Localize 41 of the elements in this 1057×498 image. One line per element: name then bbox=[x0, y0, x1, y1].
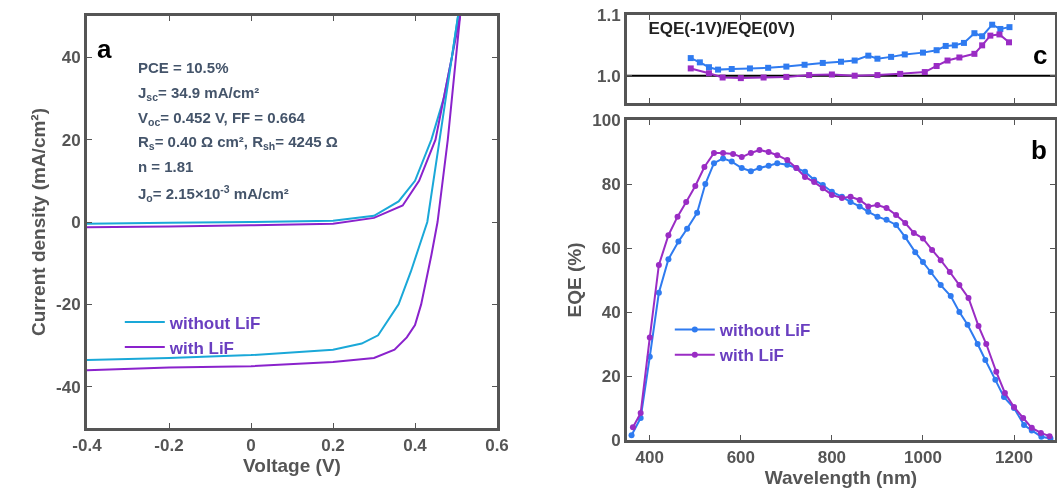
x-tick-label: -0.4 bbox=[72, 436, 103, 456]
legend-label: without LiF bbox=[718, 321, 811, 341]
y-tick-label: 1.1 bbox=[596, 5, 621, 25]
legend-label: with LiF bbox=[168, 338, 235, 358]
y-tick-label: 40 bbox=[601, 302, 621, 322]
x-axis-title: Wavelength (nm) bbox=[764, 467, 918, 489]
y-axis-title: Current density (mA/cm²) bbox=[27, 107, 49, 337]
annotation: n = 1.81 bbox=[138, 158, 194, 175]
x-tick-label: 400 bbox=[635, 448, 664, 468]
y-tick-label: -40 bbox=[56, 377, 81, 397]
annotation: c bbox=[1033, 40, 1048, 70]
x-tick-label: 0.6 bbox=[485, 436, 509, 456]
annotation: a bbox=[97, 34, 112, 64]
y-tick-label: 40 bbox=[61, 48, 81, 68]
y-tick-label: 0 bbox=[71, 212, 81, 232]
annotation: V$_{oc}$= 0.452 V, FF = 0.664 bbox=[138, 109, 306, 129]
annotation: J$_{sc}$= 34.9 mA/cm² bbox=[138, 84, 260, 104]
chart-title: EQE(-1V)/EQE(0V) bbox=[648, 18, 795, 38]
x-tick-label: 600 bbox=[726, 448, 756, 468]
x-tick-label: 0 bbox=[246, 436, 256, 456]
y-tick-label: 60 bbox=[601, 238, 621, 258]
annotation: PCE = 10.5% bbox=[138, 59, 229, 76]
y-tick-label: 20 bbox=[601, 366, 621, 386]
y-tick-label: 100 bbox=[592, 110, 621, 130]
x-tick-label: 0.4 bbox=[403, 436, 428, 456]
y-tick-label: 1.0 bbox=[596, 66, 621, 86]
x-tick-label: -0.2 bbox=[154, 436, 184, 456]
x-tick-label: 0.2 bbox=[321, 436, 345, 456]
x-tick-label: 800 bbox=[817, 448, 847, 468]
y-axis-title: EQE (%) bbox=[564, 242, 586, 318]
legend-label: without LiF bbox=[168, 313, 261, 333]
x-tick-label: 1200 bbox=[995, 448, 1033, 468]
y-tick-label: 20 bbox=[61, 130, 81, 150]
y-tick-label: 80 bbox=[601, 174, 621, 194]
annotation: b bbox=[1031, 135, 1047, 165]
annotation: J$_{o}$= 2.15×10$^{-3}$ mA/cm² bbox=[138, 183, 289, 205]
y-tick-label: -20 bbox=[56, 295, 81, 315]
annotation: R$_{s}$= 0.40 Ω cm², R$_{sh}$= 4245 Ω bbox=[138, 133, 338, 153]
legend-label: with LiF bbox=[718, 346, 785, 366]
x-axis-title: Voltage (V) bbox=[243, 455, 341, 477]
x-tick-label: 1000 bbox=[904, 448, 942, 468]
